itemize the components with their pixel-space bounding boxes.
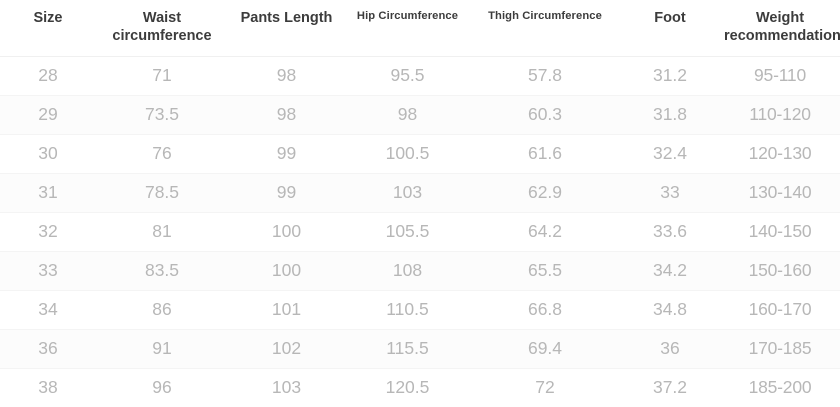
cell-waist-circumference: 76 bbox=[96, 134, 228, 174]
cell-hip-circumference: 110.5 bbox=[345, 290, 470, 330]
cell-waist-circumference: 81 bbox=[96, 212, 228, 252]
cell-pants-length: 99 bbox=[228, 134, 345, 174]
cell-hip-circumference: 95.5 bbox=[345, 56, 470, 96]
cell-thigh-circumference: 62.9 bbox=[470, 173, 620, 213]
cell-waist-circumference: 71 bbox=[96, 56, 228, 96]
cell-foot: 31.2 bbox=[620, 56, 720, 96]
cell-foot: 36 bbox=[620, 329, 720, 369]
cell-size: 29 bbox=[0, 95, 96, 135]
table-row: 28 71 98 95.5 57.8 31.2 95-110 bbox=[0, 56, 840, 96]
cell-pants-length: 101 bbox=[228, 290, 345, 330]
table-row: 31 78.5 99 103 62.9 33 130-140 bbox=[0, 173, 840, 213]
table-row: 33 83.5 100 108 65.5 34.2 150-160 bbox=[0, 251, 840, 291]
cell-hip-circumference: 105.5 bbox=[345, 212, 470, 252]
cell-hip-circumference: 120.5 bbox=[345, 368, 470, 407]
column-header-size: Size bbox=[0, 0, 96, 57]
cell-pants-length: 103 bbox=[228, 368, 345, 407]
cell-weight-recommendation: 130-140 bbox=[720, 173, 840, 213]
cell-thigh-circumference: 65.5 bbox=[470, 251, 620, 291]
column-header-thigh-circumference: Thigh Circumference bbox=[470, 0, 620, 57]
cell-size: 31 bbox=[0, 173, 96, 213]
cell-waist-circumference: 78.5 bbox=[96, 173, 228, 213]
column-header-waist-circumference: Waist circumference bbox=[96, 0, 228, 57]
cell-foot: 31.8 bbox=[620, 95, 720, 135]
cell-pants-length: 99 bbox=[228, 173, 345, 213]
table-row: 30 76 99 100.5 61.6 32.4 120-130 bbox=[0, 134, 840, 174]
cell-size: 34 bbox=[0, 290, 96, 330]
cell-pants-length: 98 bbox=[228, 56, 345, 96]
cell-size: 38 bbox=[0, 368, 96, 407]
cell-weight-recommendation: 120-130 bbox=[720, 134, 840, 174]
cell-weight-recommendation: 140-150 bbox=[720, 212, 840, 252]
cell-size: 33 bbox=[0, 251, 96, 291]
table-row: 34 86 101 110.5 66.8 34.8 160-170 bbox=[0, 290, 840, 330]
cell-weight-recommendation: 150-160 bbox=[720, 251, 840, 291]
cell-foot: 33 bbox=[620, 173, 720, 213]
cell-thigh-circumference: 61.6 bbox=[470, 134, 620, 174]
cell-hip-circumference: 103 bbox=[345, 173, 470, 213]
cell-pants-length: 98 bbox=[228, 95, 345, 135]
cell-waist-circumference: 86 bbox=[96, 290, 228, 330]
cell-foot: 34.8 bbox=[620, 290, 720, 330]
table-row: 36 91 102 115.5 69.4 36 170-185 bbox=[0, 329, 840, 369]
cell-foot: 34.2 bbox=[620, 251, 720, 291]
column-header-foot: Foot bbox=[620, 0, 720, 57]
cell-weight-recommendation: 110-120 bbox=[720, 95, 840, 135]
cell-foot: 32.4 bbox=[620, 134, 720, 174]
cell-thigh-circumference: 60.3 bbox=[470, 95, 620, 135]
cell-pants-length: 102 bbox=[228, 329, 345, 369]
cell-foot: 37.2 bbox=[620, 368, 720, 407]
cell-hip-circumference: 98 bbox=[345, 95, 470, 135]
cell-thigh-circumference: 66.8 bbox=[470, 290, 620, 330]
cell-size: 28 bbox=[0, 56, 96, 96]
cell-hip-circumference: 115.5 bbox=[345, 329, 470, 369]
column-header-pants-length: Pants Length bbox=[228, 0, 345, 57]
header-row: Size Waist circumference Pants Length Hi… bbox=[0, 0, 840, 57]
table-row: 29 73.5 98 98 60.3 31.8 110-120 bbox=[0, 95, 840, 135]
cell-weight-recommendation: 160-170 bbox=[720, 290, 840, 330]
cell-pants-length: 100 bbox=[228, 212, 345, 252]
table-row: 38 96 103 120.5 72 37.2 185-200 bbox=[0, 368, 840, 407]
cell-thigh-circumference: 72 bbox=[470, 368, 620, 407]
column-header-weight-recommendation: Weight recommendation bbox=[720, 0, 840, 57]
cell-waist-circumference: 96 bbox=[96, 368, 228, 407]
cell-hip-circumference: 108 bbox=[345, 251, 470, 291]
cell-pants-length: 100 bbox=[228, 251, 345, 291]
cell-thigh-circumference: 69.4 bbox=[470, 329, 620, 369]
cell-weight-recommendation: 170-185 bbox=[720, 329, 840, 369]
table-body: 28 71 98 95.5 57.8 31.2 95-110 29 73.5 98 98 60.3 31… bbox=[0, 56, 840, 407]
cell-thigh-circumference: 64.2 bbox=[470, 212, 620, 252]
cell-waist-circumference: 73.5 bbox=[96, 95, 228, 135]
cell-weight-recommendation: 95-110 bbox=[720, 56, 840, 96]
cell-hip-circumference: 100.5 bbox=[345, 134, 470, 174]
cell-thigh-circumference: 57.8 bbox=[470, 56, 620, 96]
cell-size: 36 bbox=[0, 329, 96, 369]
cell-size: 32 bbox=[0, 212, 96, 252]
cell-foot: 33.6 bbox=[620, 212, 720, 252]
table-header: Size Waist circumference Pants Length Hi… bbox=[0, 0, 840, 57]
cell-waist-circumference: 83.5 bbox=[96, 251, 228, 291]
column-header-hip-circumference: Hip Circumference bbox=[345, 0, 470, 57]
cell-waist-circumference: 91 bbox=[96, 329, 228, 369]
table-row: 32 81 100 105.5 64.2 33.6 140-150 bbox=[0, 212, 840, 252]
cell-size: 30 bbox=[0, 134, 96, 174]
cell-weight-recommendation: 185-200 bbox=[720, 368, 840, 407]
